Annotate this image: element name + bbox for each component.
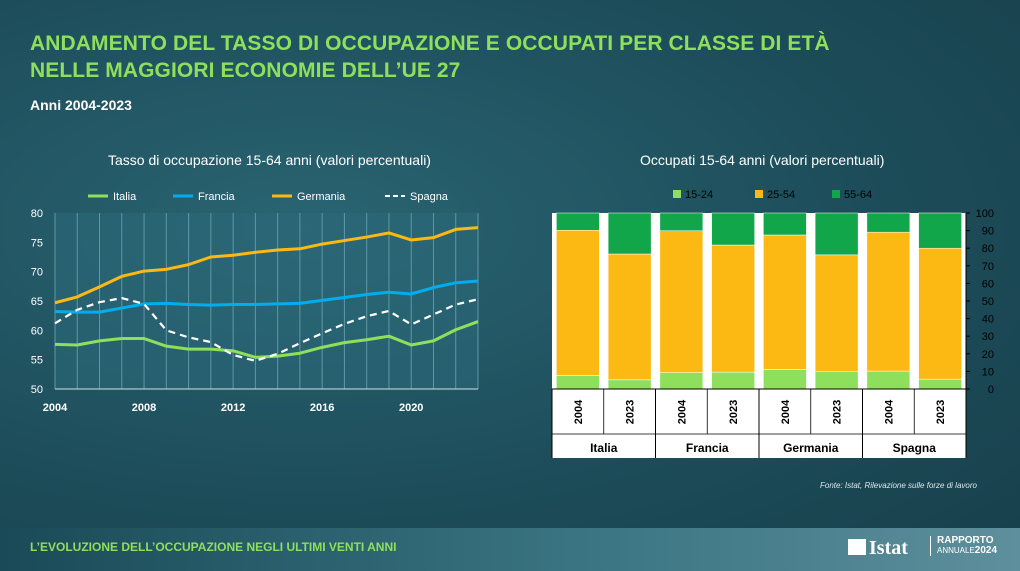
bar-segment-15-24 xyxy=(607,379,652,390)
line-series-germania xyxy=(54,226,479,305)
istat-logo: Istat xyxy=(848,537,908,560)
report-badge: RAPPORTO ANNUALE2024 xyxy=(930,536,997,556)
line-ytick-label: 75 xyxy=(31,237,43,249)
bar-segment-25-54 xyxy=(763,234,807,370)
line-ytick-label: 50 xyxy=(31,384,43,396)
line-xtick-label: 2012 xyxy=(221,402,245,414)
bar-segment-15-24 xyxy=(659,372,704,390)
bar-segment-25-54 xyxy=(659,230,704,373)
bar-legend-label: 25-54 xyxy=(767,189,795,201)
bar-segment-55-64 xyxy=(763,212,807,236)
bar-year-label: 2023 xyxy=(832,400,844,424)
bar-legend-label: 15-24 xyxy=(685,189,713,201)
report-line-2: ANNUALE2024 xyxy=(937,546,997,556)
report-annual: ANNUALE xyxy=(937,546,975,555)
bar-legend-swatch xyxy=(673,190,681,198)
line-ytick-label: 60 xyxy=(31,325,43,337)
bar-segment-25-54 xyxy=(556,229,600,376)
bar-ytick-label: 40 xyxy=(982,314,994,326)
bar-ytick-label: 80 xyxy=(982,243,994,255)
bar-segment-55-64 xyxy=(659,212,704,232)
bar-legend-label: 55-64 xyxy=(844,189,872,201)
bar-segment-25-54 xyxy=(814,254,859,372)
bar-chart: 2004 2023 2004 2023 2004 2023 2004 2023 Italia Fr… xyxy=(551,189,994,458)
bar-group-label: Italia xyxy=(590,441,618,455)
bar-year-label: 2023 xyxy=(625,400,637,424)
bar-segment-55-64 xyxy=(918,212,962,249)
line-chart-title: Tasso di occupazione 15-64 anni (valori … xyxy=(108,152,431,168)
line-series-italia xyxy=(54,320,479,359)
bar-year-label: 2004 xyxy=(573,399,585,424)
bar-segment-15-24 xyxy=(763,369,807,390)
bar-segment-25-54 xyxy=(711,244,755,373)
bar-segment-25-54 xyxy=(607,253,652,381)
bar-ytick-label: 60 xyxy=(982,278,994,290)
bar-year-label: 2004 xyxy=(676,399,688,424)
bar-ytick-label: 30 xyxy=(982,331,994,343)
istat-logo-text: Istat xyxy=(869,537,908,559)
title-line-2: NELLE MAGGIORI ECONOMIE DELL’UE 27 xyxy=(30,59,461,82)
line-legend-label: Germania xyxy=(297,191,346,203)
bar-ytick-label: 50 xyxy=(982,296,994,308)
bar-segment-15-24 xyxy=(711,371,755,390)
bar-ytick-label: 100 xyxy=(976,208,994,220)
line-ytick-label: 70 xyxy=(31,267,43,279)
line-legend-label: Francia xyxy=(198,191,236,203)
bar-ytick-label: 70 xyxy=(982,261,994,273)
line-legend-label: Italia xyxy=(113,191,137,203)
bar-segment-55-64 xyxy=(607,212,652,255)
bar-year-label: 2023 xyxy=(728,400,740,424)
bar-segment-15-24 xyxy=(556,375,600,390)
report-year: 2024 xyxy=(974,545,998,556)
bar-segment-25-54 xyxy=(918,247,962,380)
bar-year-label: 2004 xyxy=(780,399,792,424)
line-legend-label: Spagna xyxy=(410,191,449,203)
line-series-spagna xyxy=(54,296,479,362)
bar-group-label: Germania xyxy=(783,441,839,455)
line-ytick-label: 80 xyxy=(31,208,43,220)
bar-ytick-label: 0 xyxy=(988,384,994,396)
bar-ytick-label: 90 xyxy=(982,226,994,238)
line-series-francia xyxy=(54,279,479,314)
bar-year-label: 2004 xyxy=(883,399,895,424)
line-xtick-label: 2020 xyxy=(399,402,423,414)
bar-segment-55-64 xyxy=(556,212,600,231)
line-ytick-label: 55 xyxy=(31,355,43,367)
line-xtick-label: 2008 xyxy=(132,402,156,414)
bar-ytick-label: 20 xyxy=(982,349,994,361)
bar-segment-55-64 xyxy=(866,212,911,233)
line-ytick-label: 65 xyxy=(31,296,43,308)
bar-ytick-label: 10 xyxy=(982,366,994,378)
report-line-1: RAPPORTO xyxy=(937,535,994,546)
istat-mark-icon xyxy=(848,539,866,555)
line-plot-area xyxy=(55,213,478,389)
line-xtick-label: 2004 xyxy=(43,402,68,414)
title-line-1: ANDAMENTO DEL TASSO DI OCCUPAZIONE E OCC… xyxy=(30,32,830,55)
bar-segment-25-54 xyxy=(866,231,911,372)
bar-group-label: Francia xyxy=(686,441,729,455)
footer-text: L’EVOLUZIONE DELL’OCCUPAZIONE NEGLI ULTI… xyxy=(30,540,397,554)
bar-year-label: 2023 xyxy=(935,400,947,424)
bar-chart-title: Occupati 15-64 anni (valori percentuali) xyxy=(640,152,885,168)
bar-segment-15-24 xyxy=(814,370,859,390)
source-note: Fonte: Istat, Rilevazione sulle forze di… xyxy=(820,481,977,490)
bar-segment-55-64 xyxy=(711,212,755,246)
bar-legend-swatch xyxy=(755,190,763,198)
bar-segment-55-64 xyxy=(814,212,859,256)
page-subtitle: Anni 2004-2023 xyxy=(30,97,132,113)
bar-group-label: Spagna xyxy=(893,441,937,455)
line-chart: 50 55 60 65 70 75 80 2004 2008 2012 2016 2020 Italia… xyxy=(31,191,479,414)
bar-segment-15-24 xyxy=(866,370,911,390)
bar-legend-swatch xyxy=(832,190,840,198)
page-title: ANDAMENTO DEL TASSO DI OCCUPAZIONE E OCC… xyxy=(30,30,830,84)
line-xtick-label: 2016 xyxy=(310,402,334,414)
bar-segment-15-24 xyxy=(918,378,962,390)
